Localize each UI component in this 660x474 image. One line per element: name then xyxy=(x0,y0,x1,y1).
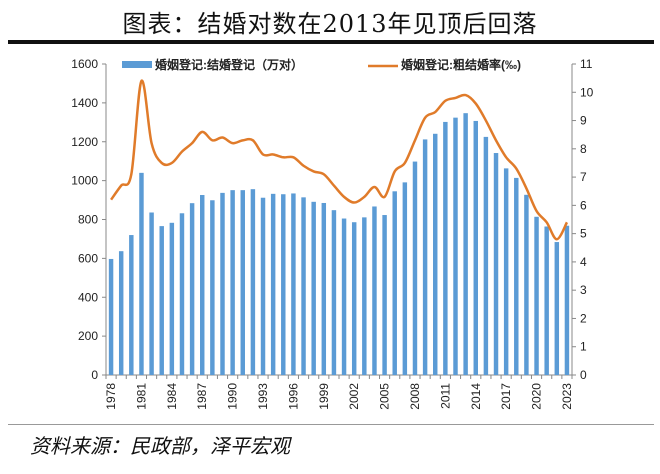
bar-2017 xyxy=(503,168,509,375)
x-tick-label: 2002 xyxy=(347,383,361,410)
right-tick-label: 8 xyxy=(580,142,587,156)
bar-1979 xyxy=(118,251,124,375)
bar-1993 xyxy=(260,197,266,375)
x-tick-label: 1981 xyxy=(134,383,148,410)
legend-bar-label: 婚姻登记:结婚登记（万对） xyxy=(155,57,303,72)
bar-2018 xyxy=(514,177,519,375)
bar-1999 xyxy=(321,202,327,375)
x-tick-label: 2023 xyxy=(560,383,574,410)
bar-1995 xyxy=(281,194,286,375)
x-tick-label: 2020 xyxy=(530,383,544,410)
bar-1994 xyxy=(270,193,276,375)
bar-2011 xyxy=(443,121,448,375)
right-tick-label: 9 xyxy=(580,114,587,128)
x-tick-label: 1990 xyxy=(226,383,240,410)
bar-1989 xyxy=(220,192,225,375)
bar-2003 xyxy=(362,217,367,375)
bar-2020 xyxy=(534,216,539,375)
bar-1988 xyxy=(210,200,215,375)
bar-1984 xyxy=(169,222,175,375)
bar-2000 xyxy=(331,210,337,375)
left-tick-label: 0 xyxy=(91,368,98,382)
bar-2016 xyxy=(493,153,499,375)
bar-1982 xyxy=(149,212,154,375)
bar-2006 xyxy=(392,191,397,375)
x-tick-label: 2017 xyxy=(499,383,513,410)
left-tick-label: 1000 xyxy=(71,174,98,188)
bar-2010 xyxy=(433,133,438,375)
legend-line-label: 婚姻登记:粗结婚率(‰) xyxy=(401,57,521,72)
bar-2023 xyxy=(564,225,570,375)
source-note: 资料来源：民政部，泽平宏观 xyxy=(30,434,290,458)
bar-2009 xyxy=(422,139,428,375)
bar-2012 xyxy=(453,117,458,376)
bar-1978 xyxy=(108,258,114,375)
right-tick-label: 7 xyxy=(580,170,587,184)
x-tick-label: 1993 xyxy=(256,383,270,410)
right-tick-label: 0 xyxy=(580,368,587,382)
bar-2008 xyxy=(412,161,418,375)
x-tick-label: 2008 xyxy=(408,383,422,410)
rate-line xyxy=(110,79,569,241)
left-tick-label: 600 xyxy=(78,251,98,265)
right-tick-label: 6 xyxy=(580,198,587,212)
bar-2022 xyxy=(554,242,560,375)
x-tick-label: 1978 xyxy=(104,383,118,410)
bar-2015 xyxy=(483,136,489,375)
bar-1983 xyxy=(159,226,164,375)
legend-bar-swatch xyxy=(122,61,152,68)
bar-1985 xyxy=(179,213,185,375)
chart: 0 200 400 600 800 1000 1200 1400 1600 0 1 2 3 4 5 6 7 8 9 1… xyxy=(71,57,594,410)
x-tick-label: 1987 xyxy=(195,383,209,410)
bar-1991 xyxy=(240,190,245,375)
bar-1990 xyxy=(230,190,235,375)
bar-2004 xyxy=(372,206,377,375)
x-tick-label: 1996 xyxy=(286,383,300,410)
x-tick-label: 2014 xyxy=(469,383,483,410)
bar-2007 xyxy=(402,182,408,375)
bar-1998 xyxy=(311,201,316,375)
right-tick-label: 3 xyxy=(580,283,587,297)
bar-1996 xyxy=(291,193,296,375)
right-tick-label: 5 xyxy=(580,227,587,241)
bar-1980 xyxy=(129,235,134,375)
left-tick-label: 800 xyxy=(78,213,98,227)
bar-2002 xyxy=(351,222,357,375)
x-tick-label: 2011 xyxy=(438,383,452,409)
left-tick-label: 1400 xyxy=(71,96,98,110)
bar-2013 xyxy=(463,113,468,375)
left-tick-label: 400 xyxy=(78,290,98,304)
bar-2005 xyxy=(382,215,387,375)
bar-1981 xyxy=(139,172,144,375)
title-rule xyxy=(8,40,654,44)
bar-2014 xyxy=(473,120,478,375)
right-tick-label: 4 xyxy=(580,255,587,269)
x-tick-label: 1999 xyxy=(317,383,331,410)
source-rule xyxy=(8,424,654,425)
chart-title: 图表：结婚对数在2013年见顶后回落 xyxy=(122,10,538,38)
right-tick-label: 11 xyxy=(580,57,593,71)
x-tick-label: 1984 xyxy=(165,383,179,410)
right-tick-label: 10 xyxy=(580,85,594,99)
bar-1986 xyxy=(189,203,195,375)
bar-1992 xyxy=(250,189,256,375)
bar-2019 xyxy=(524,194,529,375)
right-tick-label: 2 xyxy=(580,311,587,325)
bar-2001 xyxy=(341,218,347,375)
right-tick-label: 1 xyxy=(580,340,587,354)
bar-1987 xyxy=(200,195,205,375)
left-tick-label: 1200 xyxy=(71,135,98,149)
left-tick-label: 200 xyxy=(78,329,98,343)
bar-1997 xyxy=(301,197,306,375)
x-tick-label: 2005 xyxy=(378,383,392,410)
left-tick-label: 1600 xyxy=(71,57,98,71)
bar-2021 xyxy=(544,226,549,375)
